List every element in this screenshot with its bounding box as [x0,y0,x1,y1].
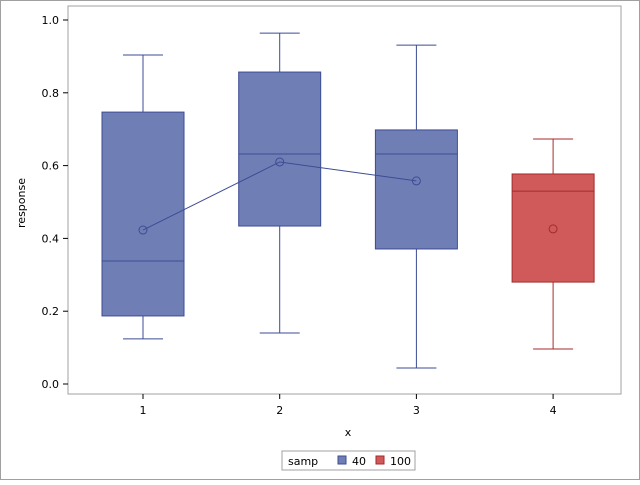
y-axis: 0.0 0.2 0.4 0.6 0.8 1.0 [42,14,68,391]
boxes [101,32,595,369]
y-tick-label: 0.6 [42,160,60,173]
x-tick-label: 1 [140,404,147,417]
legend-label-40: 40 [352,455,366,468]
x-tick-label: 3 [413,404,420,417]
y-tick-label: 1.0 [42,14,60,27]
box-4 [511,138,595,350]
mean-connect-line [142,161,417,231]
y-tick-label: 0.2 [42,305,60,318]
x-axis: 1 2 3 4 [140,394,557,417]
y-axis-label: response [15,178,28,228]
box-1 [101,54,185,340]
iqr-box [374,129,458,250]
legend-title: samp [288,455,318,468]
mean-marker [411,176,421,186]
y-tick-label: 0.0 [42,378,60,391]
iqr-box [238,71,322,227]
legend-label-100: 100 [390,455,411,468]
y-tick-label: 0.8 [42,87,60,100]
iqr-box [101,111,185,317]
x-tick-label: 2 [276,404,283,417]
legend: samp 40 100 [281,450,416,471]
mean-marker [548,224,558,234]
mean-marker [138,225,148,235]
legend-swatch-40 [337,455,347,465]
x-tick-label: 4 [550,404,557,417]
x-axis-label: x [345,426,352,439]
box-3 [374,44,458,369]
mean-marker [275,157,285,167]
box-2 [238,32,322,334]
legend-swatch-100 [375,455,385,465]
y-tick-label: 0.4 [42,232,60,245]
iqr-box [511,173,595,283]
